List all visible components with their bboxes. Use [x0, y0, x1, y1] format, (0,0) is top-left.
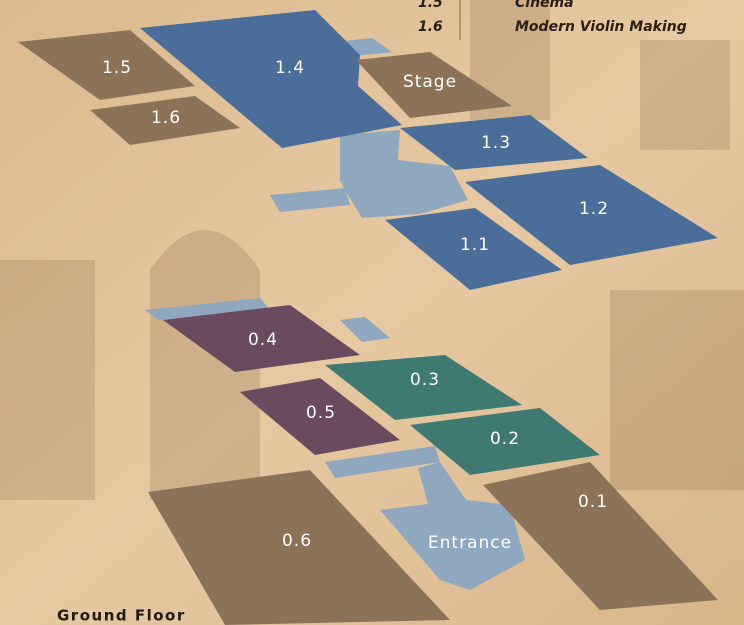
room-label: Entrance: [428, 533, 512, 553]
room: [483, 462, 718, 610]
legend-code: 1.6: [418, 19, 443, 35]
upper-floor: 1.4 Stage 1.5 1.6 1.3 1.2 1.1: [18, 10, 718, 290]
room-label: 0.2: [490, 429, 520, 449]
room-label: 1.6: [151, 108, 181, 128]
connector: [145, 298, 270, 320]
room: [356, 52, 512, 118]
room: [400, 115, 588, 170]
room: [18, 30, 195, 100]
room: [140, 10, 402, 148]
room-label: 0.1: [578, 492, 608, 512]
room: [465, 165, 718, 265]
entrance-area: [380, 462, 525, 590]
legend: 1.5 Cinema 1.6 Modern Violin Making: [418, 0, 687, 40]
legend-code: 1.5: [418, 0, 443, 11]
room-label: 0.3: [410, 370, 440, 390]
floor-label: Ground Floor: [57, 607, 186, 625]
room-label: 0.6: [282, 531, 312, 551]
corridor: [340, 130, 468, 218]
room-label: 1.5: [102, 58, 132, 78]
stairs: [270, 188, 350, 212]
room-label: 1.1: [460, 235, 490, 255]
room: [90, 96, 240, 145]
room: [240, 378, 400, 455]
room: [163, 305, 360, 372]
room: [148, 470, 450, 625]
legend-name: Cinema: [515, 0, 574, 11]
room: [385, 208, 562, 290]
connector: [340, 317, 390, 342]
room: [325, 355, 522, 420]
room-label: 1.2: [579, 199, 609, 219]
room-label: Stage: [403, 72, 457, 92]
ground-floor: 0.4 0.5 0.3 0.2 0.1 0.6 Entrance: [145, 298, 718, 625]
room-label: 1.4: [275, 58, 305, 78]
building-backdrop: [0, 0, 744, 500]
stairs: [325, 446, 440, 478]
room-label: 1.3: [481, 133, 511, 153]
room: [410, 408, 600, 475]
legend-name: Modern Violin Making: [515, 19, 687, 35]
room-label: 0.4: [248, 330, 278, 350]
room-label: 0.5: [306, 403, 336, 423]
